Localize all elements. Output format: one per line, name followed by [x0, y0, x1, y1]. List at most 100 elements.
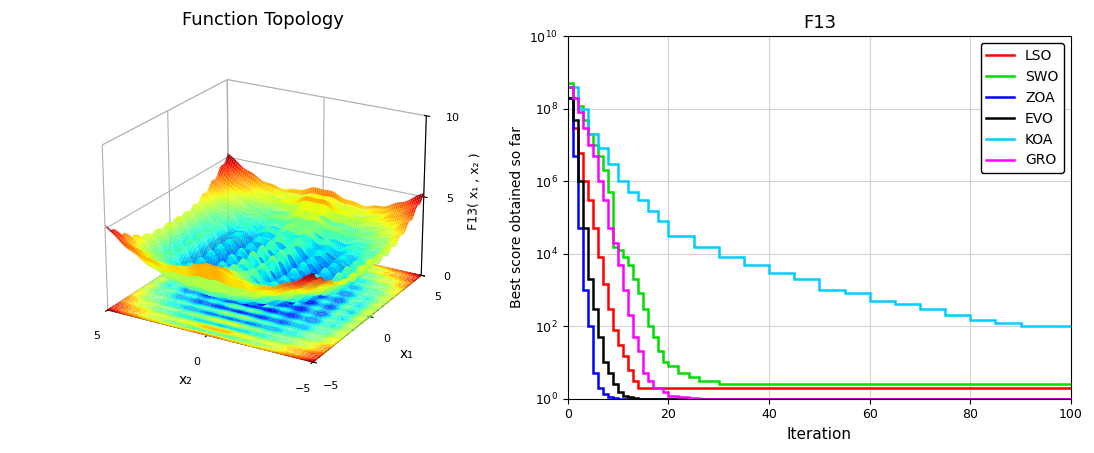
SWO [577, 117, 590, 122]
ZOA [662, 396, 675, 401]
EVO [763, 396, 776, 401]
EVO [571, 178, 584, 184]
GRO [913, 396, 927, 401]
LSO [662, 385, 675, 390]
EVO [617, 393, 630, 399]
ZOA [592, 385, 605, 390]
KOA [1039, 323, 1052, 329]
EVO [581, 276, 594, 282]
EVO [1064, 396, 1078, 401]
LSO [577, 178, 590, 184]
LSO [656, 385, 670, 390]
SWO [561, 81, 574, 86]
EVO [913, 396, 927, 401]
ZOA [586, 371, 600, 376]
Title: F13: F13 [803, 14, 836, 32]
EVO [621, 395, 635, 400]
EVO [612, 390, 625, 395]
ZOA [763, 396, 776, 401]
KOA [913, 306, 927, 312]
SWO [642, 323, 655, 329]
ZOA [577, 287, 590, 293]
EVO [627, 395, 640, 400]
GRO [813, 396, 826, 401]
EVO [586, 306, 600, 312]
SWO [627, 276, 640, 282]
LSO [863, 385, 876, 390]
SWO [1064, 381, 1078, 387]
Line: LSO: LSO [568, 87, 1071, 388]
GRO [612, 262, 625, 267]
GRO [652, 385, 665, 390]
KOA [561, 84, 574, 90]
EVO [606, 381, 619, 387]
KOA [863, 298, 876, 304]
KOA [642, 208, 655, 214]
GRO [693, 396, 706, 401]
Line: EVO: EVO [568, 98, 1071, 399]
KOA [612, 178, 625, 184]
SWO [631, 291, 644, 296]
KOA [1064, 323, 1078, 329]
Line: KOA: KOA [568, 87, 1071, 326]
LSO [712, 385, 725, 390]
KOA [989, 321, 1002, 326]
SWO [662, 363, 675, 369]
KOA [592, 146, 605, 151]
LSO [813, 385, 826, 390]
LSO [621, 368, 635, 373]
ZOA [567, 153, 580, 159]
LSO [642, 385, 655, 390]
SWO [656, 360, 670, 365]
GRO [647, 385, 660, 390]
GRO [656, 390, 670, 395]
SWO [964, 381, 977, 387]
LSO [561, 84, 574, 90]
EVO [647, 396, 660, 401]
LSO [592, 255, 605, 260]
GRO [627, 334, 640, 340]
EVO [642, 396, 655, 401]
SWO [596, 168, 609, 173]
SWO [737, 381, 750, 387]
EVO [596, 360, 609, 365]
KOA [888, 302, 901, 307]
SWO [702, 379, 715, 384]
Line: GRO: GRO [568, 87, 1071, 399]
SWO [602, 189, 615, 195]
LSO [586, 226, 600, 231]
SWO [693, 379, 706, 384]
EVO [687, 396, 700, 401]
LSO [581, 198, 594, 203]
ZOA [602, 395, 615, 400]
LSO [1064, 385, 1078, 390]
KOA [687, 245, 700, 250]
Legend: LSO, SWO, ZOA, EVO, KOA, GRO: LSO, SWO, ZOA, EVO, KOA, GRO [980, 43, 1064, 173]
EVO [637, 396, 650, 401]
GRO [637, 371, 650, 376]
ZOA [813, 396, 826, 401]
KOA [813, 287, 826, 293]
GRO [586, 153, 600, 159]
EVO [567, 117, 580, 122]
LSO [637, 385, 650, 390]
LSO [737, 385, 750, 390]
SWO [581, 131, 594, 137]
LSO [652, 385, 665, 390]
GRO [617, 287, 630, 293]
KOA [1014, 323, 1027, 329]
GRO [964, 396, 977, 401]
LSO [1014, 385, 1027, 390]
EVO [712, 396, 725, 401]
KOA [788, 276, 801, 282]
GRO [581, 142, 594, 148]
EVO [602, 371, 615, 376]
SWO [606, 245, 619, 250]
EVO [577, 226, 590, 231]
EVO [592, 334, 605, 340]
EVO [631, 396, 644, 401]
SWO [763, 381, 776, 387]
SWO [571, 103, 584, 109]
SWO [652, 349, 665, 354]
GRO [631, 349, 644, 354]
